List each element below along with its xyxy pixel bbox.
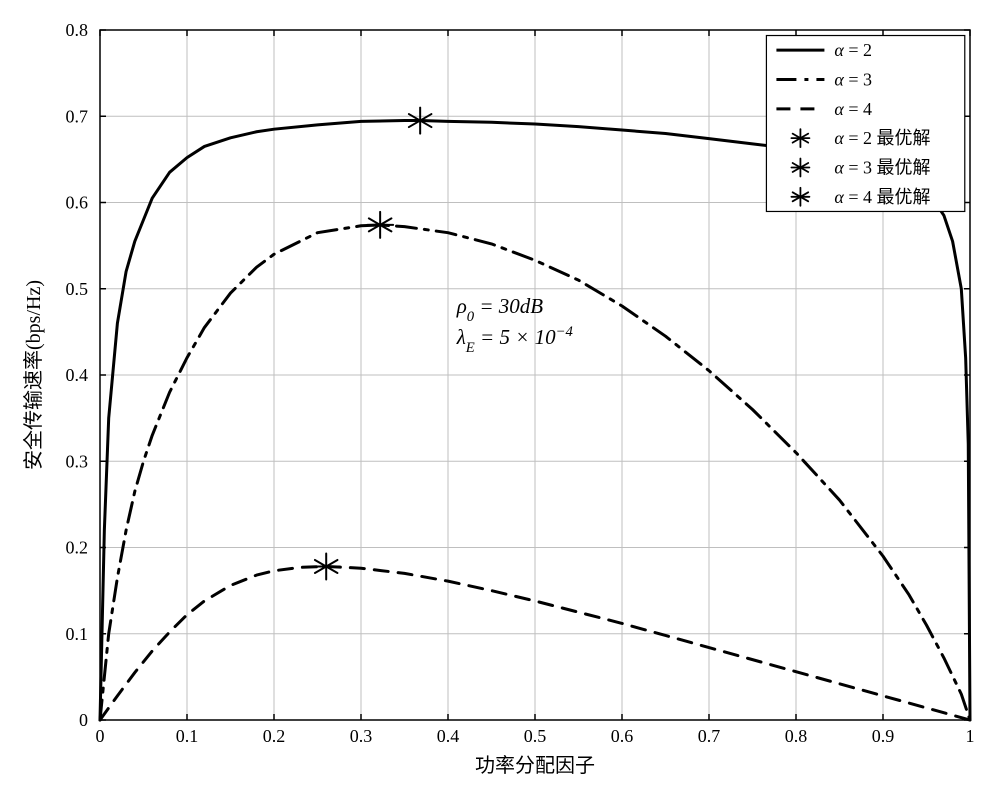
legend-entry-label: α = 4 <box>834 99 872 119</box>
y-axis-label: 安全传输速率(bps/Hz) <box>22 280 45 470</box>
xtick-label: 0.7 <box>698 726 721 746</box>
xtick-label: 0.4 <box>437 726 460 746</box>
xtick-label: 0.1 <box>176 726 199 746</box>
legend-entry-label: α = 4 最优解 <box>834 187 930 207</box>
xtick-label: 1 <box>966 726 975 746</box>
ytick-label: 0.8 <box>66 20 89 40</box>
xtick-label: 0.9 <box>872 726 895 746</box>
ytick-label: 0 <box>79 710 88 730</box>
xtick-label: 0.5 <box>524 726 547 746</box>
ytick-label: 0.7 <box>66 106 89 126</box>
legend-entry-label: α = 3 最优解 <box>834 157 930 177</box>
chart-container: 0 0.1 0.2 0.3 0.4 0.5 0.6 0.7 0.8 0.9 1 0 0.1 0.2 0.3 0… <box>0 0 1000 802</box>
ytick-label: 0.2 <box>66 538 89 558</box>
xtick-label: 0 <box>96 726 105 746</box>
xtick-label: 0.8 <box>785 726 808 746</box>
legend-entry-label: α = 2 <box>834 40 872 60</box>
xtick-label: 0.6 <box>611 726 634 746</box>
xtick-label: 0.3 <box>350 726 373 746</box>
xtick-label: 0.2 <box>263 726 286 746</box>
legend-entry-label: α = 3 <box>834 70 872 90</box>
ytick-label: 0.4 <box>66 365 89 385</box>
chart-svg: 0 0.1 0.2 0.3 0.4 0.5 0.6 0.7 0.8 0.9 1 0 0.1 0.2 0.3 0… <box>0 0 1000 802</box>
ytick-label: 0.3 <box>66 451 89 471</box>
legend-entry-label: α = 2 最优解 <box>834 128 930 148</box>
x-axis-label: 功率分配因子 <box>475 754 595 777</box>
legend: α = 2 α = 3 α = 4 α = 2 最优解 α = 3 最优解 α = 4 最… <box>766 36 964 212</box>
ytick-label: 0.1 <box>66 624 89 644</box>
ytick-label: 0.6 <box>66 193 89 213</box>
ytick-label: 0.5 <box>66 279 89 299</box>
